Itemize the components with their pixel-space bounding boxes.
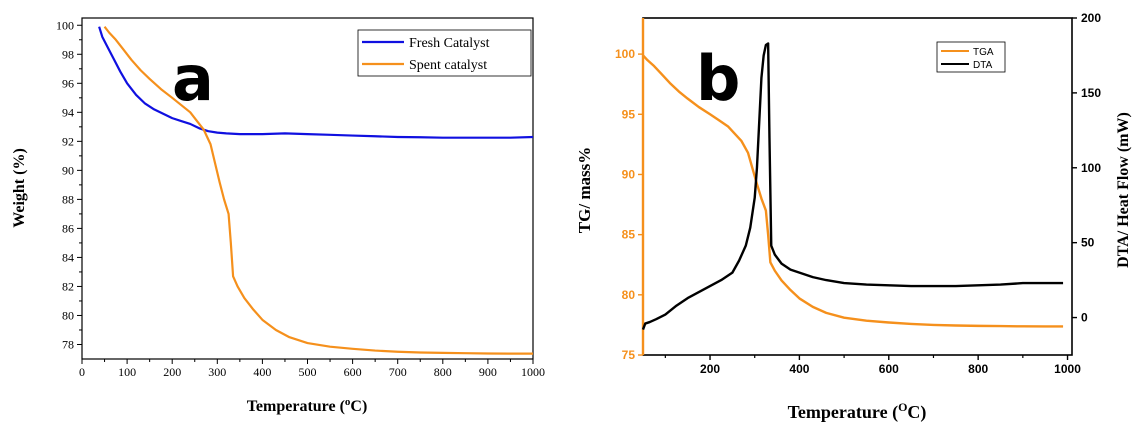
left-y-axis-ticks-b: 75 80 85 90 95 100 bbox=[615, 47, 643, 362]
x-tick-label-a-400: 400 bbox=[253, 365, 271, 379]
x-tick-label-a-1000: 1000 bbox=[521, 365, 545, 379]
x-tick-label-a-800: 800 bbox=[434, 365, 452, 379]
x-axis-ticks-b: 200 400 600 800 1000 bbox=[664, 355, 1081, 376]
y-right-tick-label-b-150: 150 bbox=[1081, 86, 1101, 100]
legend-box-a bbox=[357, 29, 532, 77]
legend-a: Fresh Catalyst Spent catalyst bbox=[357, 29, 532, 77]
y-tick-label-a-90: 90 bbox=[62, 163, 74, 177]
legend-b: TGA DTA bbox=[936, 41, 1006, 73]
y-left-tick-label-b-80: 80 bbox=[622, 288, 636, 302]
chart-panel-b: 200 400 600 800 1000 75 80 85 90 95 100 0 50 100 150… bbox=[575, 11, 1132, 423]
y-axis-title-left-b: TG/ mass% bbox=[575, 147, 594, 233]
y-tick-label-a-84: 84 bbox=[62, 250, 74, 264]
legend-label-tga: TGA bbox=[973, 47, 994, 58]
y-tick-label-a-98: 98 bbox=[62, 47, 74, 61]
legend-label-dta: DTA bbox=[973, 60, 993, 71]
y-left-tick-label-b-75: 75 bbox=[622, 348, 636, 362]
y-tick-label-a-100: 100 bbox=[56, 18, 74, 32]
x-axis-title-b-text: Temperature ( bbox=[788, 402, 898, 423]
x-tick-label-a-900: 900 bbox=[479, 365, 497, 379]
x-tick-label-a-600: 600 bbox=[344, 365, 362, 379]
y-axis-ticks-a: 78 80 82 84 86 88 90 92 94 96 98 100 bbox=[56, 18, 82, 351]
x-axis-title-b-unit: C) bbox=[907, 402, 926, 423]
chart-panel-a: 0 100 200 300 400 500 600 700 800 900 1000 78 80 82 8… bbox=[11, 17, 545, 415]
x-axis-title-a-sup: o bbox=[345, 396, 351, 408]
legend-label-spent-catalyst: Spent catalyst bbox=[409, 58, 487, 73]
x-axis-title-b: Temperature (OC) bbox=[788, 400, 927, 423]
x-tick-label-b-1000: 1000 bbox=[1054, 362, 1081, 376]
x-tick-label-b-600: 600 bbox=[879, 362, 899, 376]
x-axis-title-a-text: Temperature ( bbox=[247, 398, 345, 415]
x-tick-label-a-300: 300 bbox=[208, 365, 226, 379]
x-axis-title-b-sup: O bbox=[898, 400, 907, 414]
series-line-spent-catalyst bbox=[103, 26, 533, 355]
y-left-tick-label-b-90: 90 bbox=[622, 167, 636, 181]
x-tick-label-a-0: 0 bbox=[79, 365, 85, 379]
y-tick-label-a-92: 92 bbox=[62, 134, 74, 148]
x-axis-ticks-a: 0 100 200 300 400 500 600 700 800 900 1000 bbox=[79, 359, 545, 379]
y-tick-label-a-80: 80 bbox=[62, 308, 74, 322]
panel-label-b: b bbox=[696, 42, 740, 115]
y-right-tick-label-b-50: 50 bbox=[1081, 236, 1095, 250]
x-axis-title-a: Temperature (oC) bbox=[247, 396, 368, 415]
y-axis-title-a: Weight (%) bbox=[11, 148, 28, 228]
y-tick-label-a-82: 82 bbox=[62, 279, 74, 293]
legend-box-b bbox=[936, 41, 1006, 73]
y-tick-label-a-78: 78 bbox=[62, 337, 74, 351]
x-tick-label-b-200: 200 bbox=[700, 362, 720, 376]
x-tick-label-a-700: 700 bbox=[389, 365, 407, 379]
right-y-axis-ticks-b: 0 50 100 150 200 bbox=[1072, 11, 1101, 325]
y-tick-label-a-96: 96 bbox=[62, 76, 74, 90]
series-line-fresh-catalyst bbox=[98, 26, 534, 139]
x-tick-label-b-800: 800 bbox=[968, 362, 988, 376]
y-right-tick-label-b-100: 100 bbox=[1081, 161, 1101, 175]
y-axis-title-right-b: DTA/ Heat Flow (mW) bbox=[1115, 112, 1132, 268]
x-tick-label-a-500: 500 bbox=[299, 365, 317, 379]
panel-label-a: a bbox=[172, 42, 214, 115]
y-tick-label-a-86: 86 bbox=[62, 221, 74, 235]
series-line-tga bbox=[642, 54, 1064, 328]
y-left-tick-label-b-95: 95 bbox=[622, 107, 636, 121]
y-tick-label-a-94: 94 bbox=[62, 105, 74, 119]
y-left-tick-label-b-100: 100 bbox=[615, 47, 635, 61]
legend-label-fresh-catalyst: Fresh Catalyst bbox=[409, 36, 490, 51]
y-right-tick-label-b-0: 0 bbox=[1081, 311, 1088, 325]
y-right-tick-label-b-200: 200 bbox=[1081, 11, 1101, 25]
x-axis-title-a-unit: C) bbox=[350, 398, 367, 415]
x-tick-label-b-400: 400 bbox=[789, 362, 809, 376]
series-lines-b bbox=[641, 42, 1064, 330]
y-tick-label-a-88: 88 bbox=[62, 192, 74, 206]
x-tick-label-a-100: 100 bbox=[118, 365, 136, 379]
series-line-dta bbox=[641, 42, 1064, 330]
x-tick-label-a-200: 200 bbox=[163, 365, 181, 379]
series-lines-a bbox=[98, 26, 534, 355]
y-left-tick-label-b-85: 85 bbox=[622, 228, 636, 242]
